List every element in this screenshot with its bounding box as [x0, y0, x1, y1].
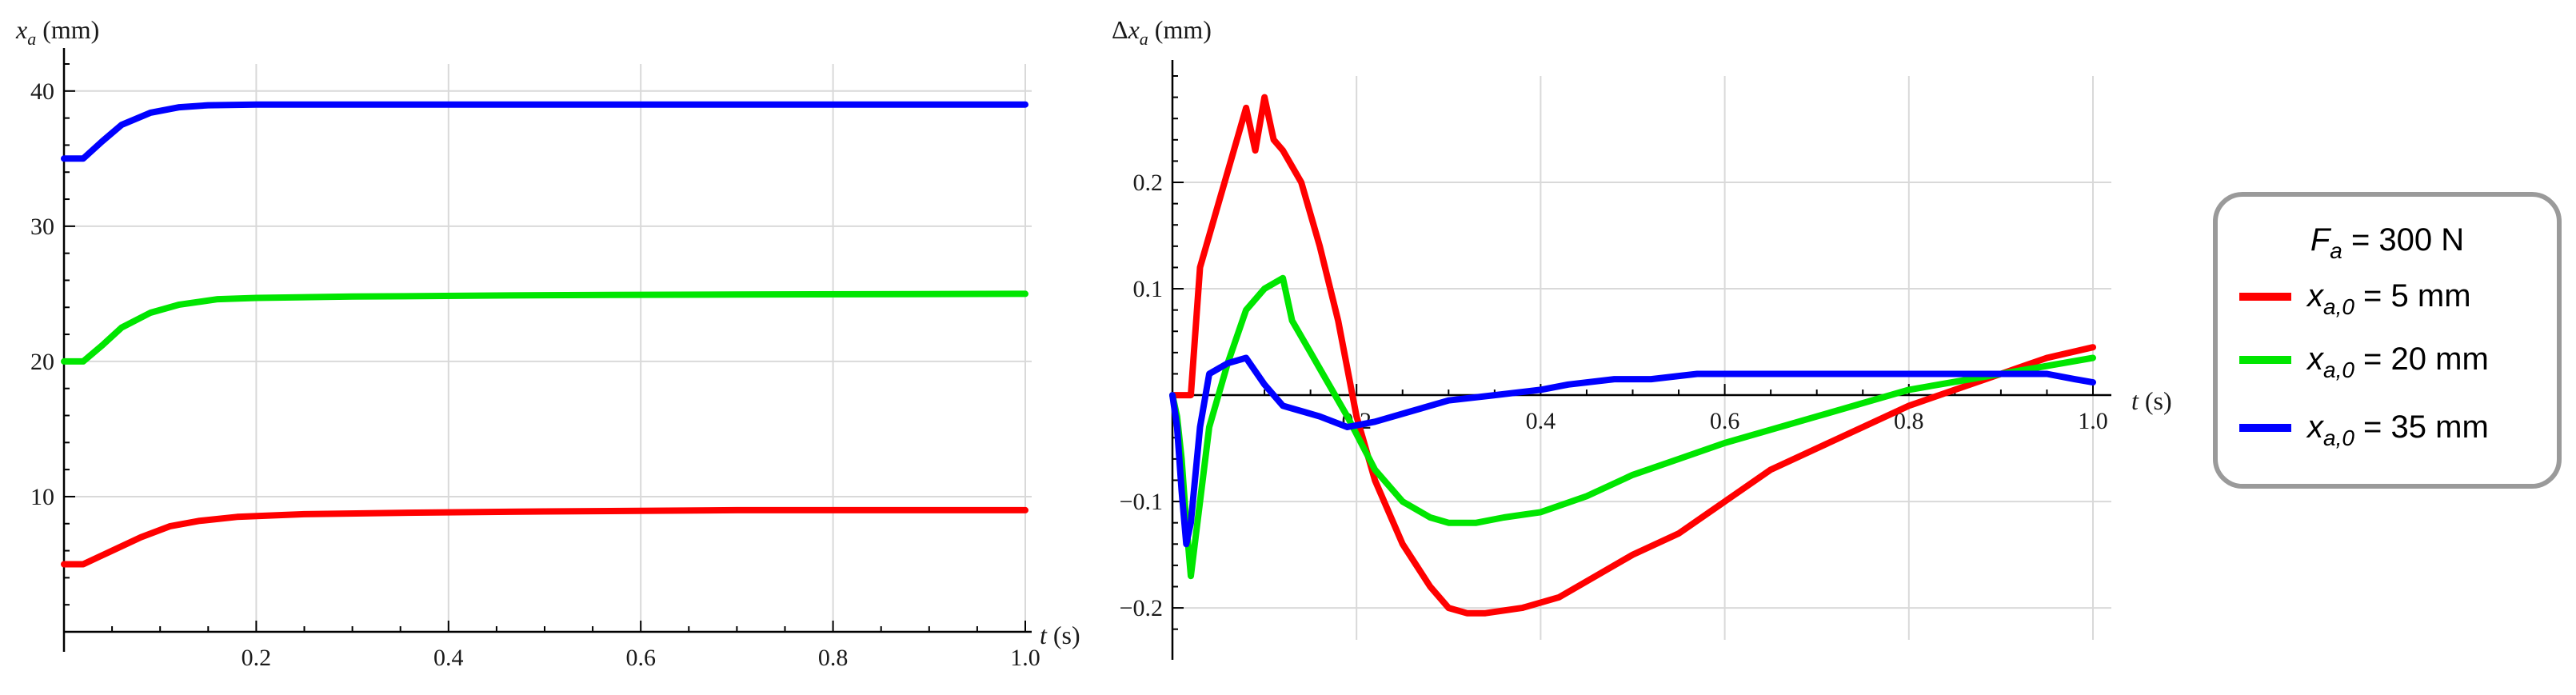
x-axis-label-var: t [1040, 621, 1048, 649]
series-line-xa0_5 [1169, 94, 2096, 617]
legend-entry-var: x [2306, 409, 2325, 445]
legend-entry-sub: a,0 [2323, 425, 2354, 450]
y-axis-label: xa (mm) [15, 15, 99, 49]
legend-title-value: = 300 N [2342, 222, 2464, 258]
y-tick-label: −0.1 [1120, 489, 1163, 515]
series-line-xa0_5 [61, 506, 1028, 568]
series-line-xa0_35 [1169, 354, 2096, 548]
x-tick-label: 1.0 [2078, 408, 2108, 434]
y-axis-label-sub: a [27, 29, 36, 49]
series-line-xa0_35 [61, 101, 1028, 162]
legend-entry-label: xa,0 = 35 mm [2306, 409, 2489, 450]
legend-entry-var: x [2306, 342, 2325, 377]
x-axis-label-unit: (s) [2139, 386, 2172, 415]
y-tick-label: 30 [30, 214, 54, 240]
x-tick-label: 0.4 [1526, 408, 1556, 434]
legend-title-var: F [2310, 222, 2332, 258]
y-tick-label: 40 [30, 78, 54, 105]
x-tick-label: 0.2 [242, 645, 272, 671]
legend-entry-value: = 5 mm [2354, 278, 2471, 314]
y-axis-label-unit: (mm) [1148, 15, 1212, 44]
y-tick-label: −0.2 [1120, 595, 1163, 621]
y-axis-label-sub: a [1140, 29, 1148, 49]
legend-title: Fa = 300 N [2310, 222, 2464, 263]
left-panel: 0.2 0.4 0.6 0.8 1.0 10 20 30 40 xa (mm) t (s) [15, 15, 1080, 671]
x-axis-label-var: t [2131, 386, 2139, 415]
y-axis-label: Δxa (mm) [1112, 15, 1212, 49]
legend-entry-label: xa,0 = 5 mm [2306, 278, 2471, 319]
legend-entry-sub: a,0 [2323, 294, 2354, 319]
x-axis-label: t (s) [2131, 386, 2172, 415]
y-tick-label: 0.1 [1133, 276, 1164, 302]
x-axis-label-unit: (s) [1047, 621, 1080, 649]
y-tick-label: 0.2 [1133, 170, 1164, 196]
y-axis-label-var: x [1128, 15, 1140, 44]
legend-entry-label: xa,0 = 20 mm [2306, 342, 2489, 382]
legend-title-sub: a [2330, 238, 2342, 263]
legend-entry-sub: a,0 [2323, 357, 2354, 382]
y-axis-label-delta: Δ [1112, 15, 1128, 44]
y-tick-label: 10 [30, 484, 54, 510]
series-line-xa0_20 [1169, 274, 2096, 580]
x-tick-label: 0.6 [625, 645, 656, 671]
legend-entry-value: = 35 mm [2354, 409, 2489, 445]
y-axis-label-unit: (mm) [36, 15, 99, 44]
x-tick-label: 0.6 [1710, 408, 1740, 434]
series-line-xa0_20 [61, 290, 1028, 365]
y-axis-label-var: x [15, 15, 27, 44]
legend-entry-var: x [2306, 278, 2325, 314]
x-tick-label: 0.4 [433, 645, 464, 671]
x-tick-label: 1.0 [1010, 645, 1040, 671]
x-axis-label: t (s) [1040, 621, 1080, 649]
x-tick-label: 0.8 [818, 645, 849, 671]
legend-box [2213, 192, 2562, 489]
legend-entry-value: = 20 mm [2354, 342, 2489, 377]
y-tick-label: 20 [30, 349, 54, 375]
